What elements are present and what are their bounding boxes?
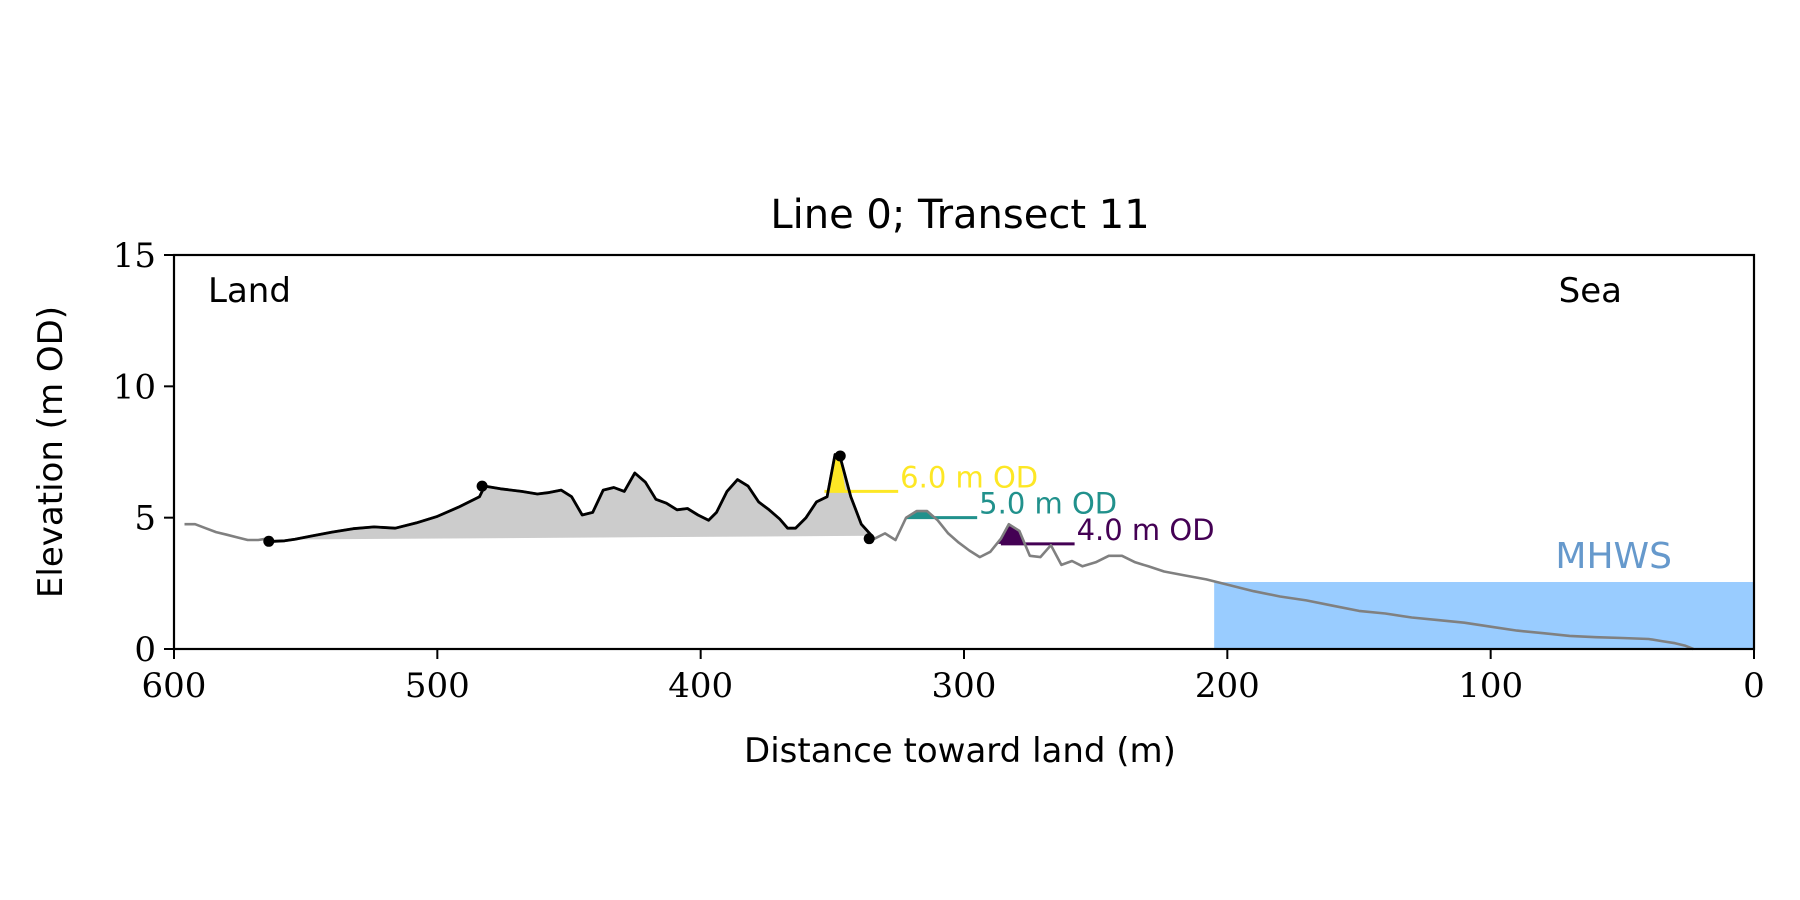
x-tick-label-300: 300 [932, 666, 997, 706]
marker-point-2 [834, 450, 846, 462]
chart-title: Line 0; Transect 11 [770, 192, 1149, 238]
y-tick-label-5: 5 [134, 499, 156, 539]
mhws-label: MHWS [1555, 536, 1672, 577]
marker-point-1 [476, 480, 488, 492]
threshold-fill-0 [829, 454, 846, 492]
x-tick-label-100: 100 [1458, 666, 1523, 706]
x-tick-label-600: 600 [142, 666, 207, 706]
x-axis-ticks: 600 500 400 300 200 100 0 [142, 649, 1765, 706]
y-axis-ticks: 0 5 10 15 [113, 236, 174, 670]
marker-point-0 [263, 535, 275, 547]
mhws-water-fill [1214, 582, 1754, 649]
threshold-label-2: 4.0 m OD [1077, 513, 1215, 547]
y-axis-label: Elevation (m OD) [31, 306, 71, 598]
x-tick-label-200: 200 [1195, 666, 1260, 706]
marker-point-3 [863, 533, 875, 545]
y-tick-label-0: 0 [134, 630, 156, 670]
sea-label: Sea [1559, 271, 1622, 311]
x-tick-label-500: 500 [405, 666, 470, 706]
threshold-label-1: 5.0 m OD [979, 487, 1117, 521]
x-axis-label: Distance toward land (m) [744, 731, 1176, 771]
x-tick-label-400: 400 [668, 666, 733, 706]
dune-profile-line [268, 453, 873, 543]
land-label: Land [208, 271, 291, 311]
dune-volume-fill [268, 454, 872, 542]
threshold-label-0: 6.0 m OD [900, 460, 1038, 494]
x-tick-label-0: 0 [1743, 666, 1765, 706]
threshold-fill-2 [995, 524, 1025, 544]
threshold-fill-1 [900, 511, 933, 518]
y-tick-label-15: 15 [113, 236, 156, 276]
y-tick-label-10: 10 [113, 367, 156, 407]
plot-layer: MHWS 6.0 m OD5.0 m OD4.0 m OD [184, 450, 1754, 651]
